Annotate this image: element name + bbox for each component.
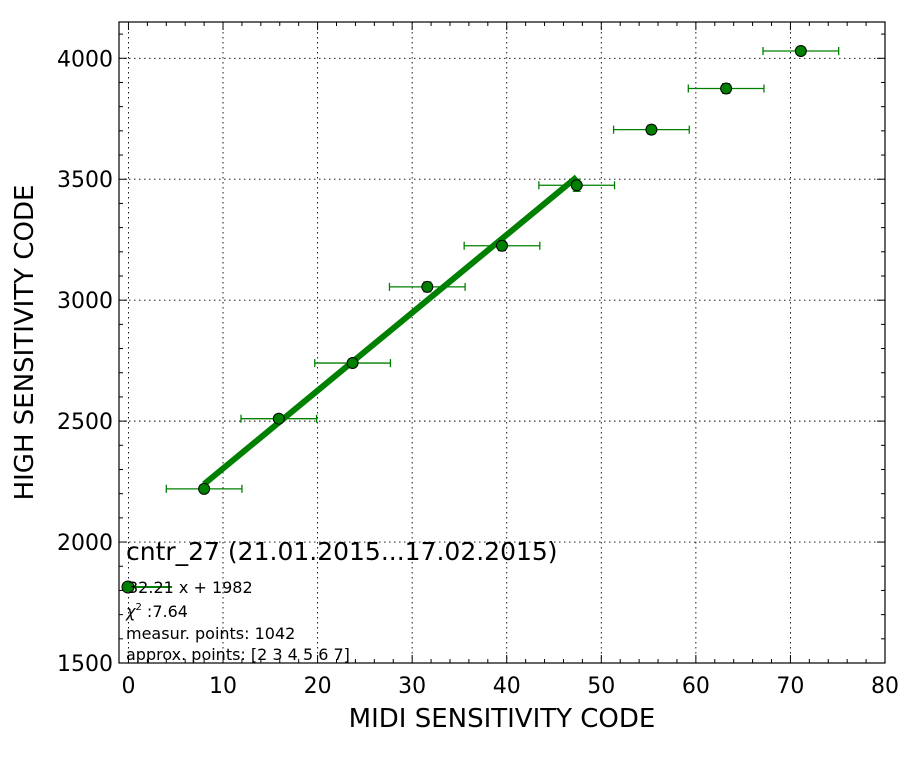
data-points	[165, 45, 840, 495]
y-tick-label: 4000	[57, 47, 113, 72]
data-point-group	[687, 82, 765, 95]
data-point-group	[240, 412, 318, 425]
legend-marker	[121, 580, 135, 594]
legend-measur-points: measur. points: 1042	[126, 624, 295, 643]
axis-ticks	[119, 22, 886, 664]
chi-symbol: χ	[125, 602, 136, 621]
tick-labels: 0 10 20 30 40 50 60 70 80 1500 2000 2500 3000 3500 400…	[57, 47, 899, 699]
data-point-group	[538, 178, 616, 192]
data-point	[645, 123, 658, 136]
data-point	[346, 357, 359, 370]
fit-line-group	[202, 174, 579, 487]
data-point	[794, 45, 807, 58]
data-point	[570, 179, 583, 192]
x-tick-label: 10	[209, 674, 237, 699]
chart-title: cntr_27 (21.01.2015...17.02.2015)	[126, 537, 558, 566]
x-tick-label: 20	[304, 674, 332, 699]
chi-exponent: 2	[135, 602, 141, 613]
data-point-group	[612, 123, 690, 136]
x-tick-label: 70	[776, 674, 804, 699]
x-tick-label: 40	[493, 674, 521, 699]
legend-approx-points: approx. points: [2 3 4 5 6 7]	[126, 645, 350, 664]
legend: 32.21 x + 1982 χ2 :7.64 measur. points: …	[121, 578, 350, 664]
plot-area	[118, 21, 886, 664]
data-point	[720, 82, 733, 95]
data-point	[198, 482, 211, 495]
data-point-group	[165, 482, 243, 495]
x-tick-label: 60	[682, 674, 710, 699]
data-point-group	[762, 45, 840, 58]
x-tick-label: 0	[121, 674, 135, 699]
y-tick-label: 2000	[57, 531, 113, 556]
y-axis-label: HIGH SENSITIVITY CODE	[10, 185, 40, 501]
y-tick-label: 3000	[57, 289, 113, 314]
legend-fit-label: 32.21 x + 1982	[128, 578, 253, 597]
x-tick-label: 50	[587, 674, 615, 699]
legend-chi-square: χ2 :7.64	[125, 602, 188, 621]
y-tick-label: 3500	[57, 168, 113, 193]
data-point-group	[388, 280, 466, 293]
data-point-group	[463, 239, 541, 252]
data-point-group	[314, 357, 392, 370]
y-tick-label: 2500	[57, 410, 113, 435]
y-tick-label: 1500	[57, 652, 113, 677]
data-point	[421, 280, 434, 293]
data-point	[272, 412, 285, 425]
fit-line	[202, 174, 579, 487]
chi-value: :7.64	[142, 602, 188, 621]
data-point	[496, 239, 508, 252]
x-axis-label: MIDI SENSITIVITY CODE	[349, 704, 656, 734]
x-tick-label: 30	[398, 674, 426, 699]
x-tick-label: 80	[871, 674, 899, 699]
grid	[119, 22, 886, 664]
